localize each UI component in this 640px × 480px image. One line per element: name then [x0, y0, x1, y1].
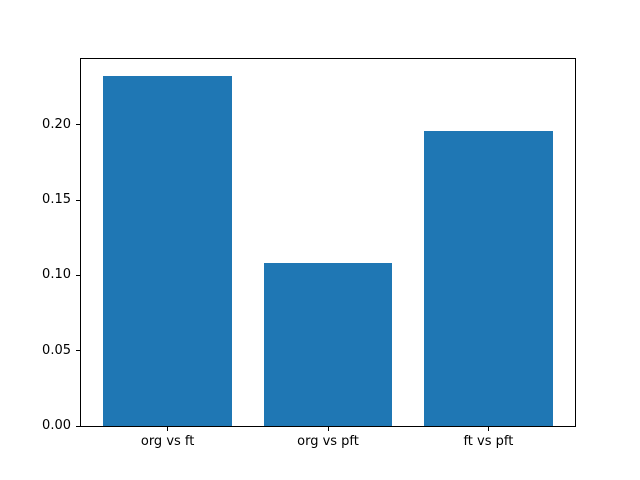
bar-org-vs-pft	[263, 263, 393, 426]
y-tick-mark	[76, 350, 80, 352]
x-tick-mark	[487, 427, 489, 431]
y-tick-mark	[76, 199, 80, 201]
x-tick-label: org vs ft	[140, 434, 195, 449]
y-tick-label: 0.05	[42, 342, 71, 358]
bar-ft-vs-pft	[424, 130, 553, 426]
axes: 0.00 0.05 0.10 0.15 0.20 org vs ft org vs pft f…	[42, 58, 576, 449]
y-tick-mark	[76, 425, 80, 427]
y-tick-mark	[76, 274, 80, 276]
y-tick-label: 0.15	[42, 192, 71, 207]
x-tick-mark	[167, 427, 169, 431]
y-tick-mark	[76, 124, 80, 126]
y-tick-label: 0.10	[42, 267, 71, 283]
plot-area: 0.00 0.05 0.10 0.15 0.20 org vs ft org vs pft f…	[42, 59, 575, 449]
y-tick-label: 0.00	[42, 418, 71, 433]
x-tick-label: ft vs pft	[463, 434, 514, 449]
bar-org-vs-ft	[103, 76, 232, 426]
y-tick-label: 0.20	[42, 116, 71, 132]
x-tick-label: org vs pft	[297, 434, 359, 449]
x-tick-mark	[327, 427, 329, 431]
